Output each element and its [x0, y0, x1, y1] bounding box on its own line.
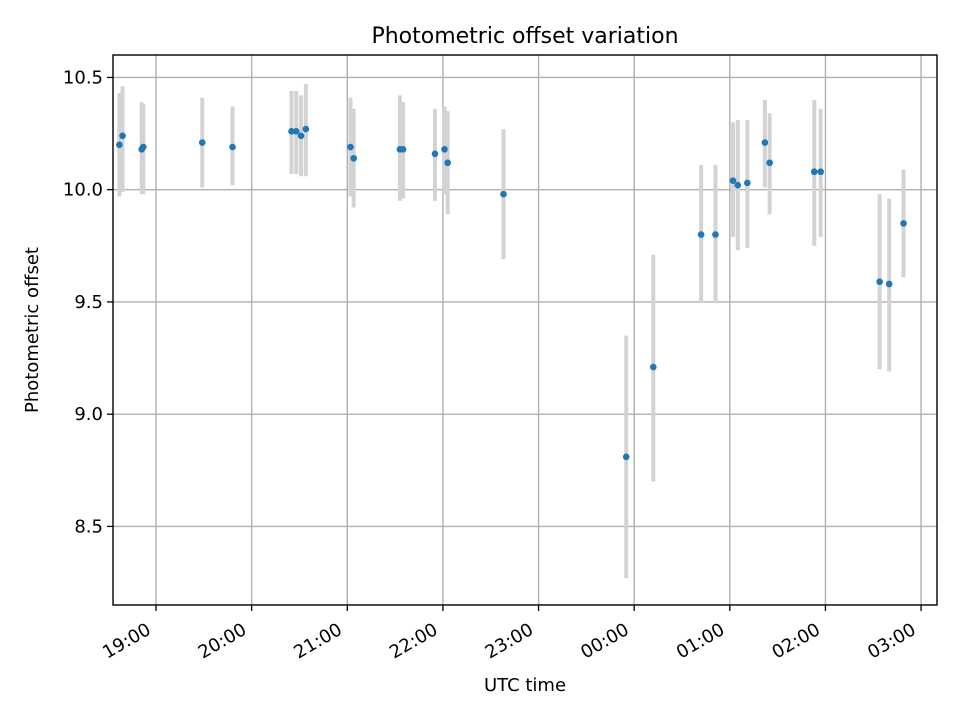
- data-point: [116, 141, 123, 149]
- x-tick-label: 03:00: [864, 619, 919, 663]
- x-tick-label: 21:00: [290, 619, 345, 663]
- data-point: [650, 363, 657, 371]
- data-point: [900, 220, 907, 227]
- data-point: [441, 145, 448, 153]
- x-tick-label: 23:00: [482, 619, 537, 663]
- x-tick-label: 20:00: [195, 619, 250, 663]
- data-points: [116, 125, 907, 461]
- x-axis-label: UTC time: [484, 675, 566, 696]
- data-point: [444, 159, 452, 167]
- data-point: [350, 154, 357, 162]
- y-axis-label: Photometric offset: [22, 247, 43, 413]
- y-tick-label: 9.5: [74, 292, 103, 313]
- data-point: [622, 453, 630, 461]
- data-point: [744, 179, 751, 187]
- data-point: [876, 278, 883, 286]
- data-point: [734, 181, 742, 189]
- data-point: [810, 168, 818, 176]
- data-point: [500, 190, 507, 198]
- y-tick-label: 10.0: [63, 180, 103, 201]
- x-tick-label: 00:00: [577, 619, 632, 663]
- y-tick-label: 9.0: [74, 404, 103, 425]
- x-tick-label: 22:00: [386, 619, 441, 663]
- x-tick-label: 01:00: [673, 619, 728, 663]
- data-point: [198, 139, 206, 146]
- data-point: [399, 145, 407, 153]
- data-point: [297, 132, 305, 140]
- x-axis-ticks: 19:00 20:00 21:00 22:00 23:00 00:00 01:00 02:00…: [99, 605, 922, 663]
- chart-title: Photometric offset variation: [371, 24, 678, 49]
- data-point: [292, 128, 300, 135]
- data-point: [729, 177, 737, 185]
- grid: [113, 55, 937, 605]
- data-point: [697, 231, 705, 238]
- y-tick-label: 10.5: [63, 67, 103, 88]
- error-bars: [117, 84, 906, 579]
- x-tick-label: 19:00: [99, 619, 154, 663]
- data-point: [288, 128, 295, 135]
- data-point: [139, 143, 147, 151]
- y-tick-label: 8.5: [74, 516, 103, 537]
- x-tick-label: 02:00: [769, 619, 824, 663]
- data-point: [302, 125, 310, 133]
- data-point: [766, 159, 773, 167]
- data-point: [712, 231, 719, 238]
- data-point: [817, 168, 824, 176]
- data-point: [885, 280, 893, 288]
- data-point: [229, 143, 236, 151]
- data-point: [119, 132, 126, 140]
- data-point: [431, 150, 439, 158]
- plot-frame: [112, 54, 938, 606]
- y-axis-ticks: 8.5 9.0 9.5 10.0 10.5: [63, 67, 113, 537]
- data-point: [761, 139, 769, 146]
- data-point: [347, 143, 354, 151]
